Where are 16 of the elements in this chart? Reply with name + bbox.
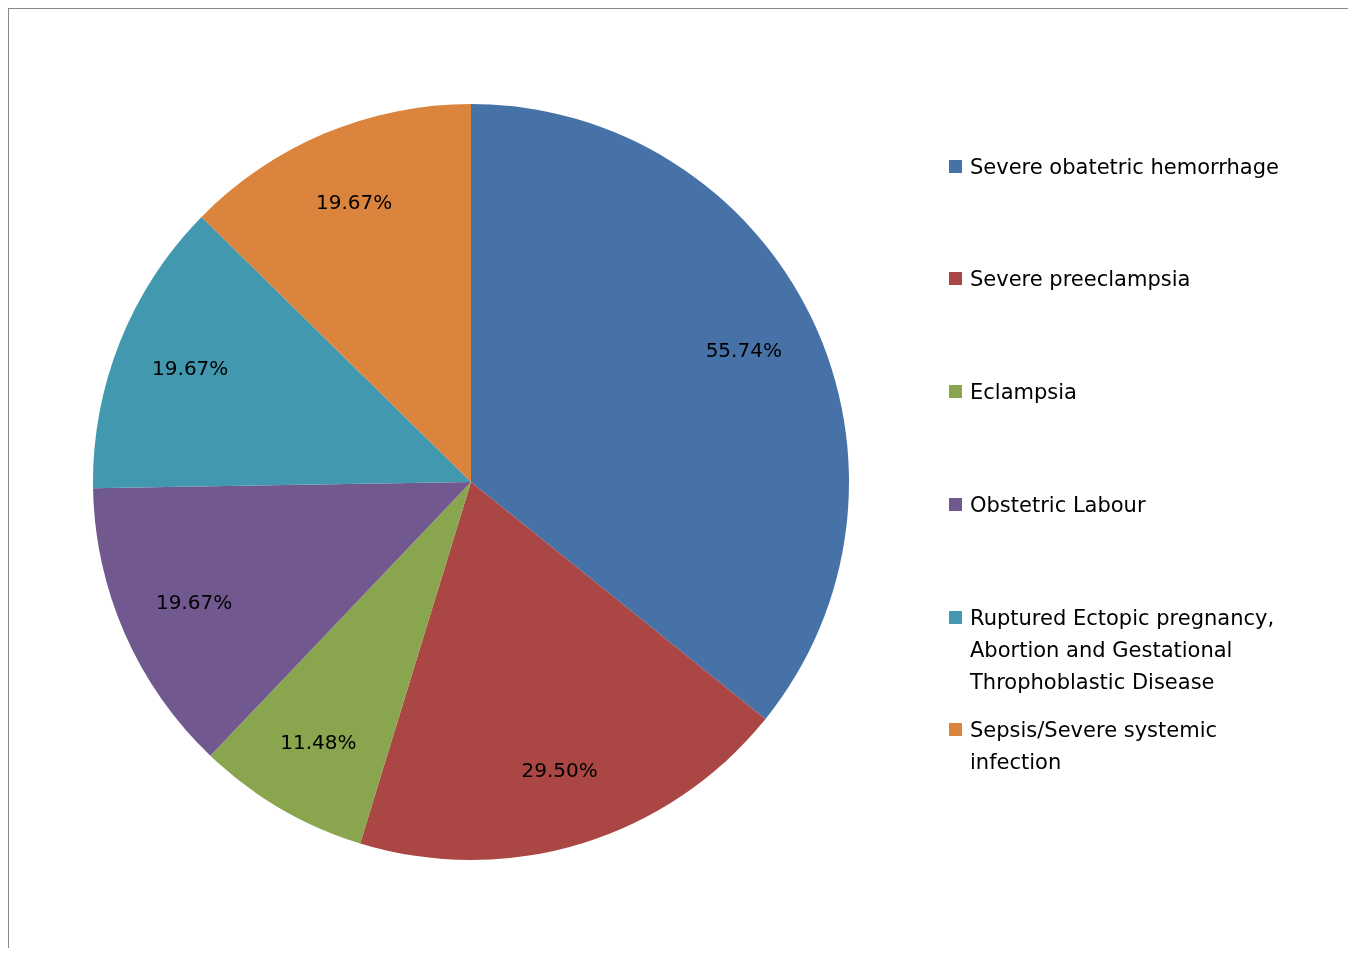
- data-label: 19.67%: [316, 189, 393, 214]
- legend-label: Obstetric Labour: [970, 493, 1146, 517]
- pie-slice: [360, 482, 766, 860]
- data-label: 29.50%: [521, 757, 598, 782]
- legend-label: Ruptured Ectopic pregnancy, Abortion and Gestational Throphoblastic Disease: [969, 606, 1275, 694]
- pie-slice: [471, 104, 849, 720]
- legend-label: Severe obatetric hemorrhage: [970, 155, 1279, 179]
- pie-slice: [93, 482, 471, 756]
- data-label: 55.74%: [705, 337, 782, 362]
- data-label: 11.48%: [280, 729, 357, 754]
- pie-slice: [93, 216, 471, 489]
- legend-label: Sepsis/Severe systemic infection: [970, 718, 1218, 774]
- data-label: 19.67%: [152, 356, 229, 381]
- legend-label: Severe preeclampsia: [970, 267, 1191, 291]
- data-label: 19.67%: [155, 589, 233, 614]
- legend-label: Eclampsia: [970, 380, 1077, 404]
